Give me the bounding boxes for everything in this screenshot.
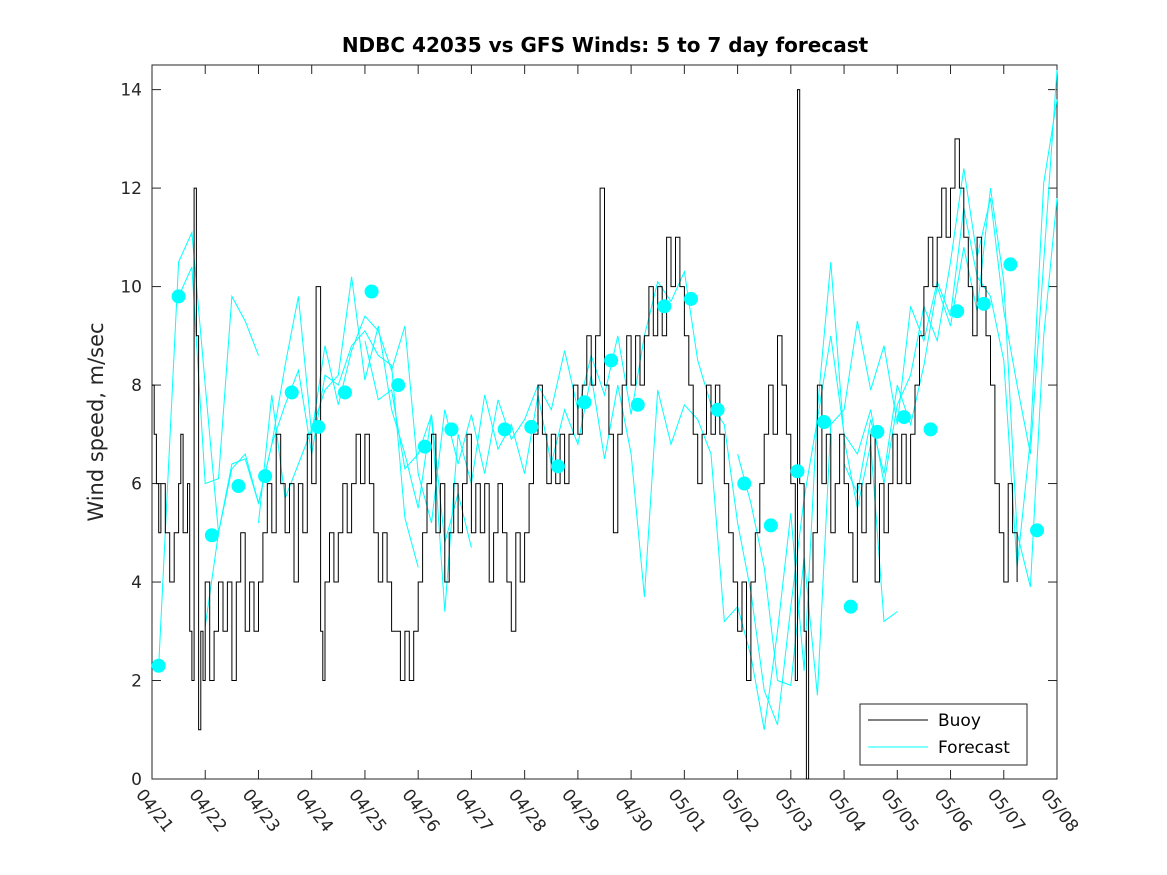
forecast-point xyxy=(630,397,645,412)
forecast-point xyxy=(657,299,672,314)
x-tick-label: 04/26 xyxy=(398,785,444,836)
forecast-point xyxy=(231,479,246,494)
forecast-point xyxy=(444,422,459,437)
forecast-point xyxy=(417,439,432,454)
y-tick-label: 14 xyxy=(120,81,142,101)
forecast-point xyxy=(604,353,619,368)
forecast-line xyxy=(178,266,259,485)
forecast-point xyxy=(817,415,832,429)
forecast-point xyxy=(843,599,858,614)
y-tick-label: 10 xyxy=(120,278,142,298)
x-tick-label: 04/22 xyxy=(185,785,231,836)
x-tick-label: 04/21 xyxy=(131,785,177,836)
x-tick-label: 04/25 xyxy=(344,785,390,836)
chart-title: NDBC 42035 vs GFS Winds: 5 to 7 day fore… xyxy=(342,33,869,57)
x-tick-label: 05/02 xyxy=(717,785,763,836)
forecast-point xyxy=(1003,257,1018,272)
forecast-point xyxy=(950,304,965,319)
forecast-point xyxy=(790,464,805,479)
forecast-point xyxy=(311,419,326,434)
x-tick-label: 04/23 xyxy=(238,785,284,836)
x-tick-label: 04/29 xyxy=(557,785,603,836)
forecast-point xyxy=(763,518,778,533)
forecast-point xyxy=(923,422,938,437)
forecast-point xyxy=(577,395,592,410)
forecast-point xyxy=(391,378,406,393)
x-tick-label: 04/27 xyxy=(451,785,497,836)
y-tick-label: 4 xyxy=(131,573,142,593)
forecast-point xyxy=(204,528,219,543)
y-axis-ticks: 0 2 4 6 8 10 12 14 xyxy=(120,81,1057,790)
forecast-point xyxy=(870,424,885,439)
y-axis-label: Wind speed, m/sec xyxy=(84,322,108,521)
y-tick-label: 0 xyxy=(131,770,142,790)
legend: Buoy Forecast xyxy=(859,703,1028,766)
forecast-point xyxy=(151,658,166,673)
forecast-point xyxy=(737,476,752,491)
forecast-point xyxy=(284,385,299,400)
forecast-point xyxy=(497,422,512,437)
forecast-line xyxy=(737,99,1058,696)
y-tick-label: 6 xyxy=(131,475,142,495)
forecast-point xyxy=(710,402,725,417)
x-tick-label: 05/06 xyxy=(930,785,976,836)
forecast-point xyxy=(550,459,565,474)
forecast-point xyxy=(364,284,379,299)
legend-label-forecast: Forecast xyxy=(938,738,1010,758)
x-tick-label: 05/05 xyxy=(877,785,923,836)
x-tick-label: 04/28 xyxy=(504,785,550,836)
x-tick-label: 05/08 xyxy=(1036,785,1082,836)
forecast-point xyxy=(258,469,273,484)
forecast-line xyxy=(843,188,1058,588)
legend-label-buoy: Buoy xyxy=(938,711,981,731)
x-tick-label: 05/07 xyxy=(983,785,1029,836)
forecast-point xyxy=(896,410,911,425)
forecast-point xyxy=(1030,523,1045,538)
forecast-point xyxy=(976,296,991,311)
forecast-point xyxy=(684,291,699,306)
forecast-markers xyxy=(151,257,1045,673)
x-tick-label: 05/04 xyxy=(823,785,869,836)
buoy-line xyxy=(152,89,1018,780)
forecast-point xyxy=(171,289,186,304)
x-tick-label: 04/30 xyxy=(610,785,656,836)
x-tick-label: 04/24 xyxy=(291,785,337,836)
legend-box xyxy=(859,703,1028,766)
x-tick-label: 05/01 xyxy=(664,785,710,836)
forecast-point xyxy=(337,385,352,400)
y-tick-label: 2 xyxy=(131,672,142,692)
y-tick-label: 8 xyxy=(131,376,142,396)
y-tick-label: 12 xyxy=(120,179,142,199)
x-tick-label: 05/03 xyxy=(770,785,816,836)
plot-frame xyxy=(151,64,1058,780)
buoy-series xyxy=(152,89,1018,780)
forecast-point xyxy=(524,419,539,434)
